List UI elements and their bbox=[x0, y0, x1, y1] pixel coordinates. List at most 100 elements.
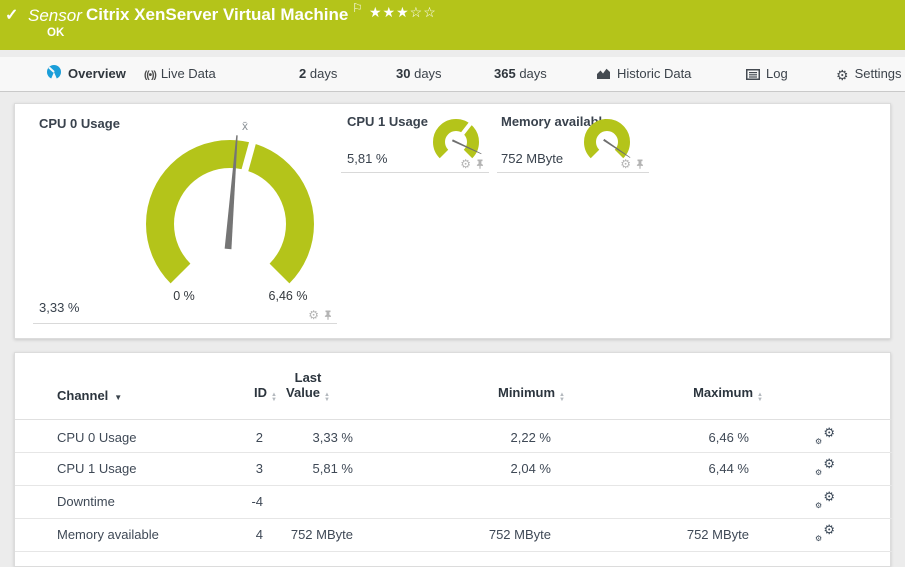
tab-settings-label: Settings bbox=[854, 66, 902, 81]
gauge-widget-cpu0: CPU 0 Usage x̄ 0 % 6,46 % 3,33 % ⚙ bbox=[33, 108, 337, 324]
channels-table: Channel ▼ ID ▲ ▼ Last Value ▲ ▼ Minimum ▲ ▼ Max… bbox=[15, 353, 892, 552]
column-header-last-value[interactable]: Last Value ▲ ▼ bbox=[263, 353, 353, 420]
gear-icon[interactable]: ⚙ bbox=[308, 308, 319, 322]
cpu0-gauge: x̄ 0 % 6,46 % bbox=[130, 119, 330, 309]
cell-maximum bbox=[551, 485, 749, 519]
gauge-icon bbox=[47, 65, 61, 80]
log-icon bbox=[746, 69, 760, 80]
cell-channel: CPU 1 Usage bbox=[15, 452, 221, 486]
cell-id: 2 bbox=[221, 419, 263, 453]
gauges-panel: CPU 0 Usage x̄ 0 % 6,46 % 3,33 % ⚙ CPU 1… bbox=[14, 103, 891, 339]
tab-log-label: Log bbox=[766, 66, 788, 81]
sensor-status-bar: ✓ Sensor Citrix XenServer Virtual Machin… bbox=[0, 0, 905, 50]
cell-minimum: 2,22 % bbox=[353, 419, 551, 453]
tab-30-days-number: 30 bbox=[396, 66, 411, 81]
cell-id: 4 bbox=[221, 518, 263, 552]
live-data-icon: ((•)) bbox=[144, 70, 157, 81]
memory-gauge bbox=[575, 108, 639, 172]
cpu1-gauge-needle bbox=[451, 139, 482, 155]
gauge-widget-cpu1: CPU 1 Usage 5,81 % ⚙ bbox=[341, 108, 489, 173]
sort-icon: ▲ ▼ bbox=[559, 391, 565, 403]
tab-30-days-unit: days bbox=[414, 66, 442, 81]
cell-minimum bbox=[353, 485, 551, 519]
tab-2-days-unit: days bbox=[309, 66, 338, 81]
cell-channel: CPU 0 Usage bbox=[15, 419, 221, 453]
average-marker-label: x̄ bbox=[242, 119, 248, 133]
table-row: Memory available 4 752 MByte 752 MByte 7… bbox=[15, 518, 892, 552]
pin-icon[interactable] bbox=[323, 310, 333, 320]
column-header-minimum[interactable]: Minimum ▲ ▼ bbox=[353, 353, 565, 420]
status-check-icon: ✓ bbox=[5, 7, 19, 24]
gear-icon: ⚙ bbox=[836, 67, 849, 83]
sort-desc-icon: ▼ bbox=[114, 392, 123, 402]
edit-channel-icon[interactable]: ⚙ ⚙ bbox=[815, 456, 835, 477]
tab-historic-data-label: Historic Data bbox=[617, 66, 692, 81]
tab-bar: Overview ((•)) Live Data 2 days 30 days 3… bbox=[0, 57, 905, 149]
edit-channel-icon[interactable]: ⚙ ⚙ bbox=[815, 425, 835, 446]
column-header-channel[interactable]: Channel ▼ bbox=[15, 353, 221, 420]
edit-channel-icon[interactable]: ⚙ ⚙ bbox=[815, 522, 835, 543]
sort-icon: ▲ ▼ bbox=[324, 391, 330, 403]
sort-icon: ▲ ▼ bbox=[757, 391, 763, 403]
sort-icon: ▲ ▼ bbox=[271, 391, 277, 403]
sensor-type-label: Sensor bbox=[28, 6, 82, 25]
cpu0-gauge-needle bbox=[224, 135, 238, 250]
tab-historic-data[interactable]: Historic Data bbox=[596, 57, 691, 92]
flag-icon[interactable]: ⚐ bbox=[352, 1, 363, 15]
cell-last-value: 5,81 % bbox=[263, 452, 353, 486]
gear-icon[interactable]: ⚙ bbox=[620, 157, 631, 171]
tab-2-days-number: 2 bbox=[299, 66, 307, 81]
table-header-row: Channel ▼ ID ▲ ▼ Last Value ▲ ▼ Minimum ▲ ▼ Max… bbox=[15, 353, 892, 420]
tab-365-days[interactable]: 365 days bbox=[494, 57, 547, 92]
tab-overview[interactable]: Overview bbox=[46, 57, 126, 92]
tab-365-days-unit: days bbox=[519, 66, 547, 81]
pin-icon[interactable] bbox=[475, 159, 485, 169]
cell-maximum: 6,46 % bbox=[551, 419, 749, 453]
priority-stars[interactable]: ★★★☆☆ bbox=[369, 4, 437, 21]
edit-channel-icon[interactable]: ⚙ ⚙ bbox=[815, 489, 835, 510]
tab-live-data[interactable]: ((•)) Live Data bbox=[144, 57, 216, 92]
cell-maximum: 6,44 % bbox=[551, 452, 749, 486]
gauge-cpu0-title: CPU 0 Usage bbox=[39, 116, 120, 131]
widget-controls: ⚙ bbox=[620, 157, 645, 171]
status-badge: OK bbox=[47, 27, 65, 39]
gear-icon[interactable]: ⚙ bbox=[460, 157, 471, 171]
table-row: CPU 0 Usage 2 3,33 % 2,22 % 6,46 % ⚙ ⚙ bbox=[15, 419, 892, 453]
cpu1-gauge bbox=[424, 108, 488, 172]
cell-id: -4 bbox=[221, 485, 263, 519]
column-header-id[interactable]: ID ▲ ▼ bbox=[221, 353, 277, 420]
pin-icon[interactable] bbox=[635, 159, 645, 169]
channels-panel: Channel ▼ ID ▲ ▼ Last Value ▲ ▼ Minimum ▲ ▼ Max… bbox=[14, 352, 892, 567]
tab-log[interactable]: Log bbox=[746, 57, 788, 92]
memory-gauge-needle bbox=[603, 138, 631, 158]
gauge-scale-min: 0 % bbox=[173, 289, 195, 303]
tab-30-days[interactable]: 30 days bbox=[396, 57, 442, 92]
cell-channel: Downtime bbox=[15, 485, 221, 519]
table-row: Downtime -4 ⚙ ⚙ bbox=[15, 485, 892, 519]
gauge-cpu1-title: CPU 1 Usage bbox=[347, 114, 428, 129]
cell-last-value: 3,33 % bbox=[263, 419, 353, 453]
stars-empty: ☆☆ bbox=[409, 4, 437, 20]
gauge-widget-memory: Memory available 752 MByte ⚙ bbox=[497, 108, 649, 173]
tab-2-days[interactable]: 2 days bbox=[299, 57, 337, 92]
cell-channel: Memory available bbox=[15, 518, 221, 552]
cell-last-value: 752 MByte bbox=[263, 518, 353, 552]
table-row: CPU 1 Usage 3 5,81 % 2,04 % 6,44 % ⚙ ⚙ bbox=[15, 452, 892, 486]
widget-controls: ⚙ bbox=[308, 308, 333, 322]
tab-settings[interactable]: ⚙ Settings bbox=[836, 57, 902, 92]
stars-filled: ★★★ bbox=[369, 4, 410, 20]
tab-365-days-number: 365 bbox=[494, 66, 516, 81]
cell-minimum: 752 MByte bbox=[353, 518, 551, 552]
cell-id: 3 bbox=[221, 452, 263, 486]
gauge-scale-max: 6,46 % bbox=[268, 289, 308, 303]
gauge-memory-value: 752 MByte bbox=[501, 151, 564, 166]
average-marker-notch bbox=[458, 121, 473, 138]
average-marker-notch bbox=[240, 137, 258, 174]
tab-live-data-label: Live Data bbox=[160, 66, 216, 81]
cell-minimum: 2,04 % bbox=[353, 452, 551, 486]
sensor-name: Citrix XenServer Virtual Machine bbox=[86, 5, 349, 24]
column-header-maximum[interactable]: Maximum ▲ ▼ bbox=[551, 353, 763, 420]
cell-maximum: 752 MByte bbox=[551, 518, 749, 552]
gauge-memory-title: Memory available bbox=[501, 114, 610, 129]
gauge-cpu0-value: 3,33 % bbox=[39, 300, 80, 315]
